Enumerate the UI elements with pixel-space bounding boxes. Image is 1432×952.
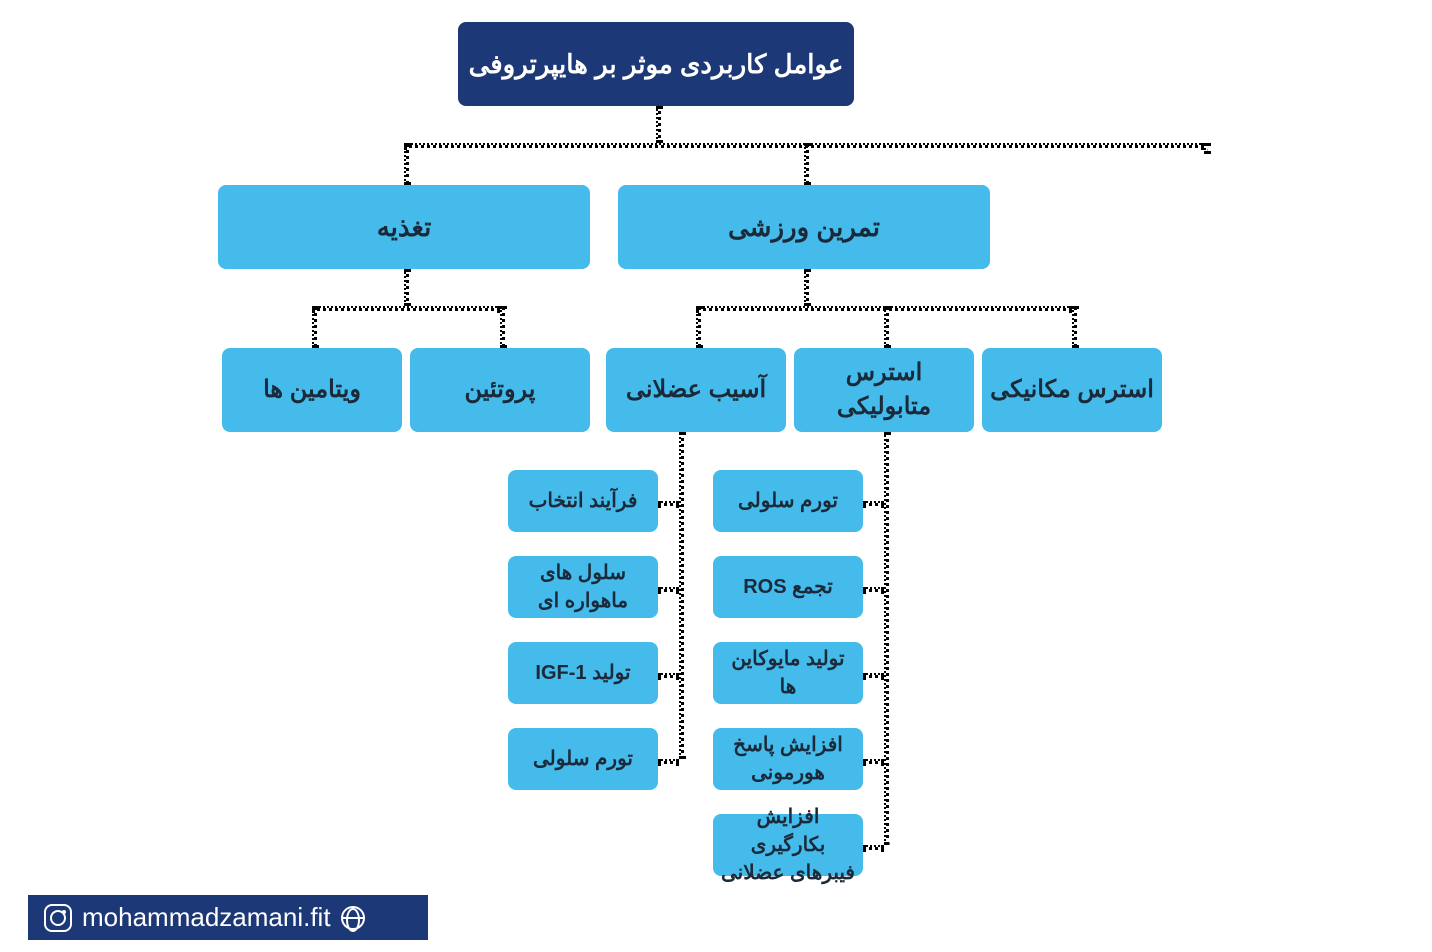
- level4-cell-swelling-2: تورم سلولی: [508, 728, 658, 790]
- connector: [658, 587, 679, 592]
- connector: [863, 759, 884, 764]
- level2-exercise: تمرین ورزشی: [618, 185, 990, 269]
- connector: [312, 306, 500, 311]
- instagram-icon: [44, 904, 72, 932]
- connector: [863, 845, 884, 850]
- level4-ros: تجمع ROS: [713, 556, 863, 618]
- connector: [679, 432, 684, 759]
- level2-nutrition: تغذیه: [218, 185, 590, 269]
- connector: [884, 306, 889, 348]
- connector: [1204, 143, 1209, 154]
- connector: [658, 501, 679, 506]
- connector: [863, 673, 884, 678]
- connector: [804, 269, 809, 306]
- connector: [656, 106, 661, 143]
- connector: [312, 306, 317, 348]
- connector: [658, 673, 679, 678]
- level4-selection: فرآیند انتخاب: [508, 470, 658, 532]
- connector: [863, 501, 884, 506]
- connector: [863, 587, 884, 592]
- footer-text: mohammadzamani.fit: [82, 902, 331, 933]
- connector: [404, 269, 409, 306]
- level3-mechanical-stress: استرس مکانیکی: [982, 348, 1162, 432]
- level3-protein: پروتئین: [410, 348, 590, 432]
- connector: [404, 143, 409, 185]
- level4-hormonal: افزایش پاسخ هورمونی: [713, 728, 863, 790]
- connector: [884, 432, 889, 845]
- connector: [696, 306, 701, 348]
- level4-myokines: تولید مایوکاین ها: [713, 642, 863, 704]
- connector: [658, 759, 679, 764]
- connector: [500, 306, 505, 348]
- globe-icon: [341, 906, 365, 930]
- connector: [804, 143, 809, 185]
- level3-muscle-damage: آسیب عضلانی: [606, 348, 786, 432]
- level4-igf1: تولید IGF-1: [508, 642, 658, 704]
- root-node: عوامل کاربردی موثر بر هایپرتروفی: [458, 22, 854, 106]
- level4-satellite: سلول های ماهواره ای: [508, 556, 658, 618]
- level3-vitamins: ویتامین ها: [222, 348, 402, 432]
- level3-metabolic-stress: استرس متابولیکی: [794, 348, 974, 432]
- level4-fiber-recruitment: افزایش بکارگیری فیبرهای عضلانی: [713, 814, 863, 876]
- level4-cell-swelling-1: تورم سلولی: [713, 470, 863, 532]
- footer-credit: mohammadzamani.fit: [28, 895, 428, 940]
- connector: [1072, 306, 1077, 348]
